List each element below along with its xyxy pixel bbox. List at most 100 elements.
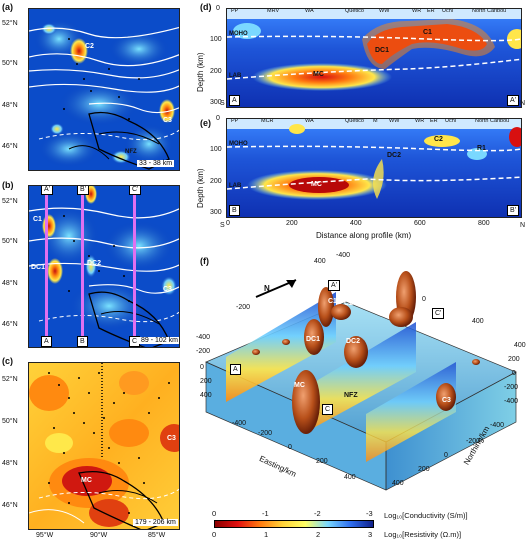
map-a-lat-46: 46°N [2,143,18,150]
panel-d-label: (d) [200,2,212,12]
map-a-lat-50: 50°N [2,60,18,67]
panel-f-tickc-3: 200 [316,458,328,465]
section-e-depth-300: 300 [210,209,222,216]
colorbar [214,520,374,528]
panel-f-label-dc2: DC2 [346,338,361,345]
panel-f-tickb-3: 200 [200,378,212,385]
panel-f-tickc-4: 400 [344,474,356,481]
section-e-label-r1: R1 [477,145,486,152]
panel-f-label-c3: C3 [442,397,451,404]
section-d-prov-wr: WR [412,8,422,14]
section-e-graphic [227,119,521,217]
map-panel-a: C2 C3 NFZ 33 - 38 km [28,8,180,171]
panel-f-tickb-0: -400 [196,334,211,341]
panel-f-graphic [205,271,517,491]
section-e-prov-wa: WA [305,118,314,124]
panel-f-label: (f) [200,256,209,266]
panel-c-label: (c) [2,356,13,366]
section-e-prov-quetico: Quetico [345,118,364,124]
panel-f-tickd-1: 200 [508,356,520,363]
map-b-line-b: B [77,336,88,347]
section-d-end: A' [507,95,520,106]
panel-f-ticke-1: -200 [466,438,481,445]
section-d-start: A [229,95,240,106]
panel-f-label-nfz: NFZ [344,392,358,399]
section-e-prov-uchi: Uchi [445,118,457,124]
section-d-graphic [227,9,521,107]
section-e-dist-200: 200 [286,220,298,227]
map-c-lat-46: 46°N [2,502,18,509]
section-e-depth-100: 100 [210,146,222,153]
section-d-prov-uchi: Uchi [442,8,454,14]
section-d-prov-er: ER [427,8,435,14]
map-b-graphic [29,186,179,347]
panel-f-label-mc: MC [294,382,305,389]
panel-f-ticka-3: -200 [236,304,251,311]
section-e-dist-800: 800 [478,220,490,227]
section-e-prov-pp: PP [231,118,239,124]
section-e-label-dc2: DC2 [387,152,402,159]
panel-b-label: (b) [2,180,14,190]
map-c-lat-48: 48°N [2,460,18,467]
section-panel-d: PP MRV WA Quetico WW WR ER Uchi North Ca… [226,8,522,108]
map-b-line-b-prime: B' [77,186,90,195]
panel-f-ticke-0: -400 [490,422,505,429]
panel-f-tickb-1: -200 [196,348,211,355]
section-e-prov-er: ER [430,118,438,124]
section-e-label-c2: C2 [434,136,443,143]
panel-f-tickc-0: -400 [232,420,247,427]
map-panel-c: MC C3 179 - 206 km [28,362,180,530]
panel-f-tickc-2: 0 [288,444,292,451]
map-c-lon-95: 95°W [36,532,54,539]
section-d-n: N [520,100,526,107]
map-c-lon-85: 85°W [148,532,166,539]
panel-f-box-c-prime: C' [432,308,445,319]
section-d-label-moho: MOHO [229,31,248,37]
map-c-lon-90: 90°W [90,532,108,539]
map-b-line-a: A [41,336,52,347]
map-b-line-c-prime: C' [129,186,142,195]
colorbar-cond-label: Log₁₀[Conductivity (S/m)] [384,511,468,520]
panel-f-north: N [264,284,270,293]
map-b-label-c1: C1 [33,216,42,223]
section-d-label-dc1: DC1 [375,47,390,54]
map-a-depth: 33 - 38 km [137,160,175,167]
map-b-line-a-prime: A' [41,186,54,195]
section-e-end: B' [507,205,520,216]
section-e-n: N [520,222,526,229]
map-b-lat-46: 46°N [2,321,18,328]
section-e-dist-0: 0 [226,220,230,227]
section-d-prov-pp: PP [231,8,239,14]
panel-f-label-c2: C2 [344,300,353,307]
section-e-prov-north-caribou: North Caribou [475,118,510,124]
section-d-depth-label: Depth (km) [196,52,205,92]
panel-f-tickc-1: -200 [258,430,273,437]
panel-a-label: (a) [2,2,13,12]
panel-f-tickd-4: -400 [504,398,519,405]
section-d-s: S [220,100,225,107]
map-c-label-c3: C3 [167,435,176,442]
section-d-label-lab: LAB [229,73,242,79]
section-distance-label: Distance along profile (km) [316,231,412,240]
section-d-label-mc: MC [313,71,324,78]
colorbar-cond-1: -1 [262,509,269,518]
section-d-depth-100: 100 [210,36,222,43]
section-e-dist-600: 600 [414,220,426,227]
map-a-label-nfz: NFZ [125,149,137,155]
map-c-label-mc: MC [81,477,92,484]
panel-f-label-dc1: DC1 [306,336,321,343]
section-e-start: B [229,205,240,216]
panel-f-ticke-3: 200 [418,466,430,473]
map-c-depth: 179 - 206 km [133,519,178,526]
section-e-depth-0: 0 [216,115,220,122]
section-d-prov-mrv: MRV [267,8,280,14]
panel-f-ticka-4: 400 [472,318,484,325]
section-e-dist-400: 400 [350,220,362,227]
map-a-graphic [29,9,179,170]
map-b-lat-52: 52°N [2,198,18,205]
section-e-s: S [220,222,225,229]
section-d-depth-300: 300 [210,99,222,106]
map-a-label-c3: C3 [163,117,172,124]
panel-f-tickd-2: 0 [512,370,516,377]
map-a-lat-52: 52°N [2,20,18,27]
